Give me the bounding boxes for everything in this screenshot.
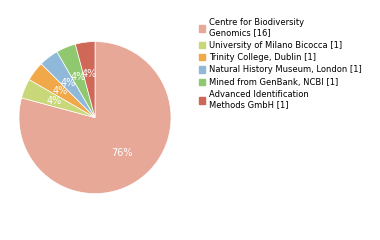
Text: 4%: 4% xyxy=(82,69,97,79)
Text: 4%: 4% xyxy=(52,86,68,96)
Text: 4%: 4% xyxy=(47,96,62,106)
Wedge shape xyxy=(57,44,95,118)
Wedge shape xyxy=(22,80,95,118)
Wedge shape xyxy=(29,64,95,118)
Legend: Centre for Biodiversity
Genomics [16], University of Milano Bicocca [1], Trinity: Centre for Biodiversity Genomics [16], U… xyxy=(198,17,363,110)
Text: 4%: 4% xyxy=(60,78,76,88)
Text: 4%: 4% xyxy=(71,72,86,82)
Wedge shape xyxy=(19,42,171,194)
Wedge shape xyxy=(75,42,95,118)
Wedge shape xyxy=(41,52,95,118)
Text: 76%: 76% xyxy=(111,148,133,158)
